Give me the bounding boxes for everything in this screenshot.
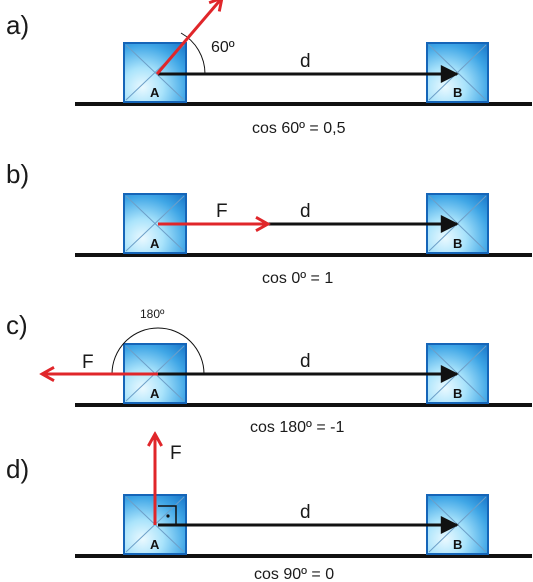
angle-label: 180º <box>140 307 165 321</box>
force-label: F <box>82 352 94 373</box>
displacement-label: d <box>300 502 311 523</box>
block-label: A <box>150 236 160 251</box>
angle-arc <box>180 32 206 75</box>
panel-a: a) A B 60º d cos 60º = 0,5 <box>6 0 532 137</box>
block-label: B <box>453 236 462 251</box>
force-label: F <box>170 443 182 464</box>
right-angle-mark <box>158 505 177 525</box>
panel-label: d) <box>6 454 29 484</box>
block-label: A <box>150 85 160 100</box>
block-label: A <box>150 386 160 401</box>
displacement-label: d <box>300 351 311 372</box>
force-arrow <box>155 0 222 75</box>
displacement-label: d <box>300 201 311 222</box>
equation: cos 0º = 1 <box>262 270 333 287</box>
panel-b: b) A B d F cos 0º = 1 <box>6 159 532 287</box>
angle-arc <box>111 327 205 375</box>
block-label: B <box>453 85 462 100</box>
block-a: A <box>123 193 187 254</box>
block-label: B <box>453 386 462 401</box>
displacement-label: d <box>300 51 311 72</box>
panel-label: b) <box>6 159 29 189</box>
force-label: F <box>216 201 228 222</box>
equation: cos 180º = -1 <box>250 419 344 436</box>
panel-c: c) A B 180º d F cos 180º = -1 <box>6 307 532 436</box>
equation: cos 60º = 0,5 <box>252 120 346 137</box>
panel-d: d) A B d F cos 90º = 0 <box>6 434 532 582</box>
block-label: B <box>453 537 462 552</box>
panel-label: c) <box>6 310 28 340</box>
block-label: A <box>150 537 160 552</box>
angle-label: 60º <box>211 39 235 56</box>
panel-label: a) <box>6 10 29 40</box>
equation: cos 90º = 0 <box>254 566 334 582</box>
